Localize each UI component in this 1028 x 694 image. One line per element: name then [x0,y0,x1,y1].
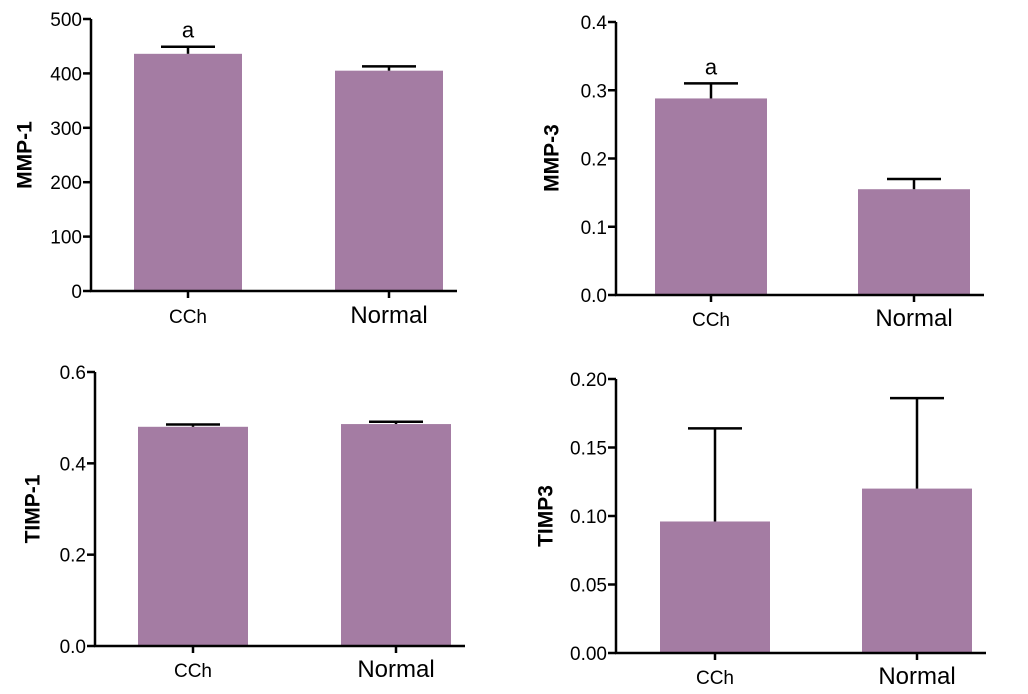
y-tick-label: 0.4 [581,13,608,34]
significance-annotation: a [182,18,195,43]
bar-normal [862,488,972,653]
bar-normal [341,424,451,646]
bar-normal [335,70,443,292]
y-tick-label: 300 [50,119,82,140]
y-tick-label: 0.6 [60,363,86,384]
y-tick-label: 0.15 [570,439,607,460]
y-tick-label: 0.1 [581,218,607,239]
category-label: Normal [357,656,434,683]
y-axis-title: MMP-1 [13,121,36,189]
category-label: CCh [174,661,212,682]
y-tick-label: 0.10 [570,507,607,528]
y-axis-title: MMP-3 [540,124,563,192]
y-axis-title: TIMP3 [534,485,557,547]
bar-normal [858,189,970,295]
y-tick-label: 0.05 [570,576,607,597]
significance-annotation: a [705,54,718,79]
y-tick-label: 0.3 [581,81,607,102]
y-tick-label: 100 [50,228,82,249]
bar-cch [134,53,242,291]
y-tick-label: 0.4 [60,454,87,475]
category-label: CCh [696,668,734,689]
y-tick-label: 0.2 [581,150,607,171]
y-tick-label: 400 [50,64,82,85]
bar-cch [660,521,770,653]
y-axis-title: TIMP-1 [21,474,44,543]
category-label: CCh [169,307,207,328]
y-tick-label: 0.20 [570,370,607,391]
bar-cch [138,426,248,646]
category-label: Normal [878,663,955,690]
category-label: CCh [692,310,730,331]
category-label: Normal [875,305,952,332]
y-tick-label: 0.0 [60,637,86,658]
y-tick-label: 200 [50,173,82,194]
bar-cch [655,98,767,295]
category-label: Normal [350,302,427,329]
y-tick-label: 0.00 [570,644,607,665]
y-tick-label: 0.0 [581,286,607,307]
y-tick-label: 0.2 [60,546,86,567]
y-tick-label: 500 [50,10,82,31]
y-tick-label: 0 [71,282,82,303]
